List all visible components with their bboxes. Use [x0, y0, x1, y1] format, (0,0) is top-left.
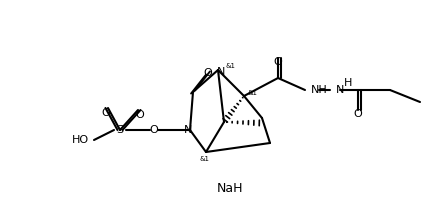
- Text: NaH: NaH: [217, 181, 243, 194]
- Text: HO: HO: [72, 135, 89, 145]
- Text: N: N: [217, 67, 225, 77]
- Text: O: O: [354, 109, 363, 119]
- Text: O: O: [274, 57, 283, 67]
- Text: O: O: [135, 110, 144, 120]
- Text: N: N: [336, 85, 344, 95]
- Text: O: O: [101, 108, 110, 118]
- Text: N: N: [184, 125, 192, 135]
- Text: &1: &1: [247, 90, 257, 96]
- Text: NH: NH: [311, 85, 328, 95]
- Text: &1: &1: [199, 156, 209, 162]
- Text: H: H: [344, 78, 352, 88]
- Text: O: O: [204, 68, 212, 78]
- Text: S: S: [116, 125, 123, 135]
- Text: O: O: [150, 125, 158, 135]
- Text: &1: &1: [226, 63, 236, 69]
